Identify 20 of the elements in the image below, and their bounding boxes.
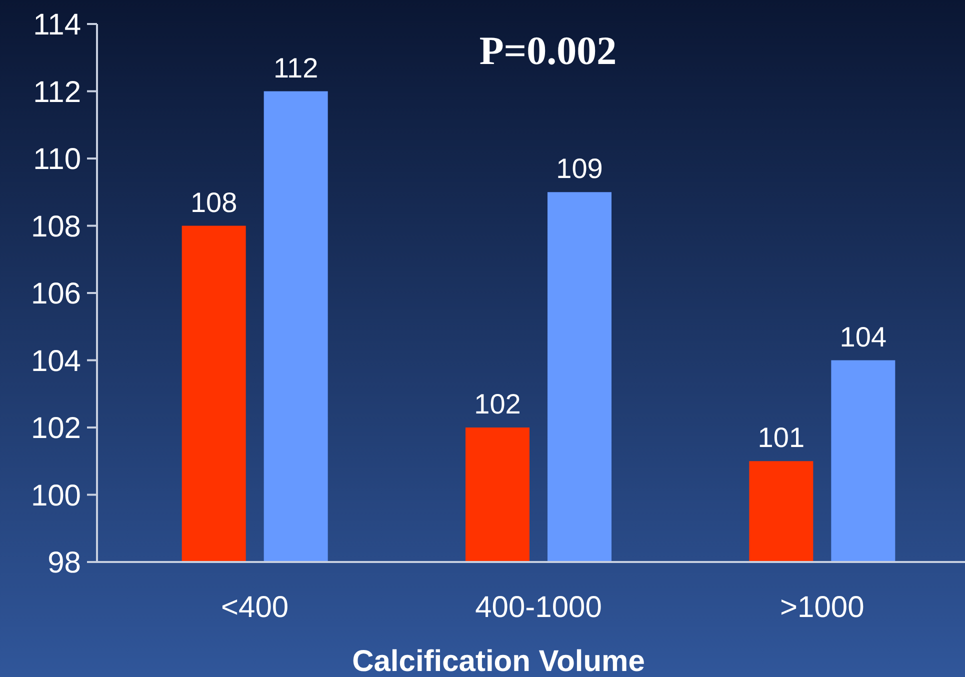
y-tick-label: 108 [30,210,81,244]
x-axis-title: Calcification Volume [352,645,645,677]
x-tick-label: >1000 [780,591,864,624]
y-tick-label: 104 [30,344,81,378]
y-tick-label: 106 [30,278,81,310]
data-label: 112 [274,52,318,84]
y-tick-label: 110 [33,143,81,176]
y-tick-label: 102 [30,412,81,445]
data-label: 104 [840,321,887,352]
y-tick-label: 114 [33,8,81,42]
y-tick-label: 98 [48,546,81,580]
data-label: 108 [190,186,238,218]
data-label: 109 [556,153,603,184]
data-label: 102 [474,388,521,420]
y-tick-label: 112 [33,76,81,109]
data-label: 101 [758,422,805,454]
y-tick-label: 100 [30,479,81,512]
x-tick-label: <400 [221,591,289,624]
x-tick-label: 400-1000 [475,591,602,624]
annotation: P=0.002 [479,28,617,73]
